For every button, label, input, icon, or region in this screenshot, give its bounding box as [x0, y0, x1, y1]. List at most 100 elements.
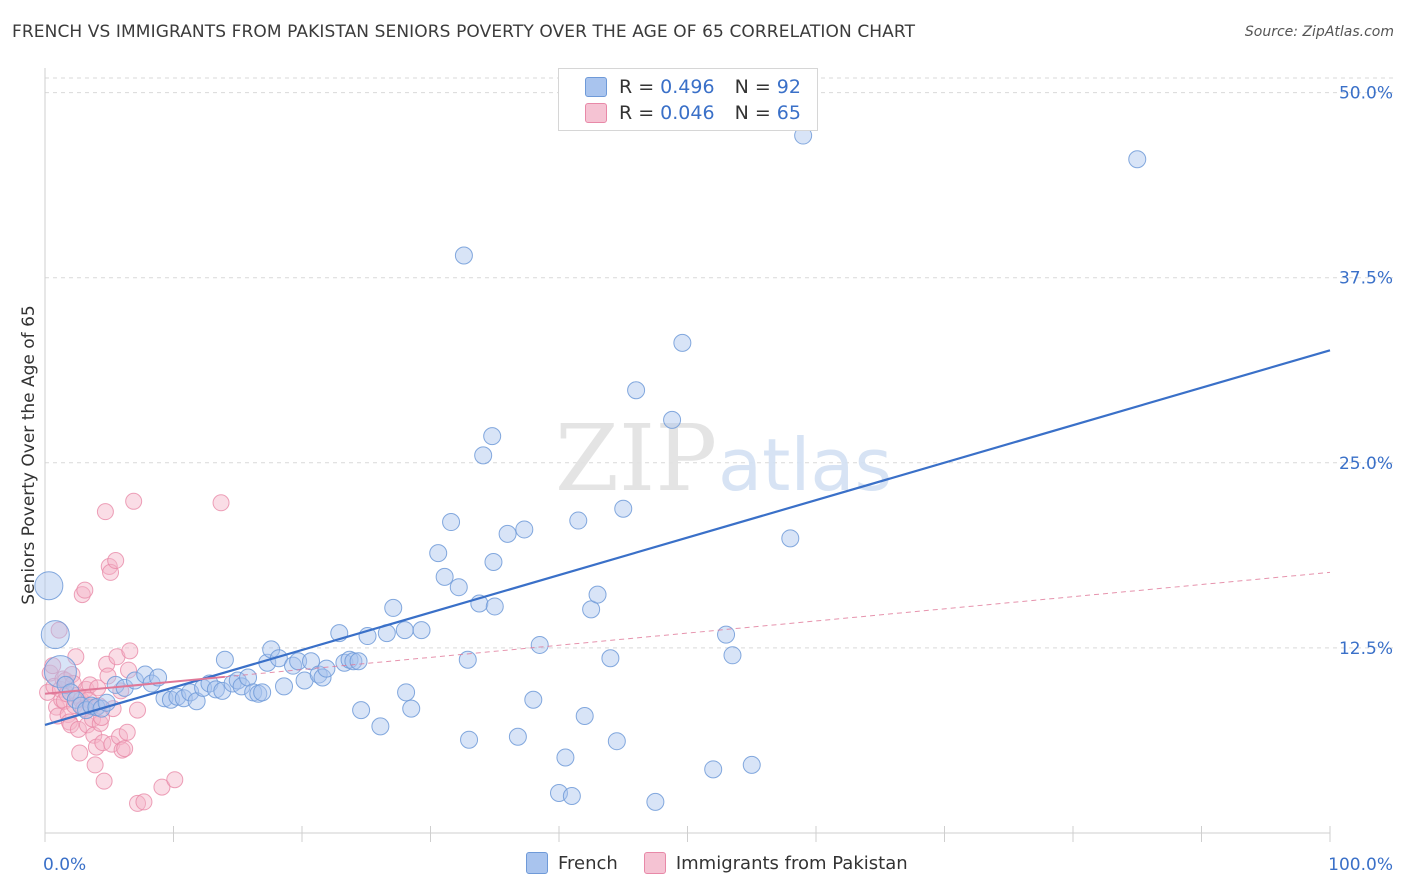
legend-n-value-pakistan: 65 [776, 102, 801, 124]
french-point [253, 683, 272, 702]
french-point [582, 600, 601, 619]
french-point [97, 693, 116, 712]
correlation-legend: R = 0.496 N = 92 R = 0.046 N = 65 [558, 68, 818, 131]
series-legend-pakistan: Immigrants from Pakistan [643, 852, 908, 874]
french-point [40, 620, 70, 650]
french-point [275, 677, 294, 696]
legend-r-label: R = [619, 102, 655, 124]
french-point [1128, 150, 1147, 169]
pakistan-point [86, 756, 104, 774]
series-swatch-french [526, 852, 548, 874]
french-point [663, 410, 682, 429]
french-point [530, 635, 549, 654]
legend-n-value-french: 92 [776, 76, 801, 98]
french-point [458, 650, 477, 669]
pakistan-point [95, 772, 113, 790]
pakistan-point [73, 586, 91, 604]
french-point [673, 333, 692, 352]
y-tick-label: 37.5% [1339, 269, 1393, 289]
legend-r-label: R = [619, 76, 655, 98]
tick-labels: 12.5% 25.0% 37.5% 50.0% 0.0% 100.0% Seniors Po… [19, 84, 1393, 875]
french-point [614, 499, 633, 518]
pakistan-point [129, 794, 147, 812]
french-point [429, 544, 448, 563]
french-point [483, 427, 502, 446]
french-points [34, 126, 1147, 811]
pakistan-point [125, 492, 143, 510]
pakistan-point [76, 581, 94, 599]
series-label-pakistan: Immigrants from Pakistan [675, 852, 908, 874]
french-point [524, 690, 543, 709]
y-tick-label: 12.5% [1339, 639, 1393, 659]
french-point [646, 792, 665, 811]
french-point [43, 655, 77, 689]
legend-swatch-french [585, 77, 607, 97]
pakistan-points [39, 492, 230, 812]
series-label-french: French [558, 852, 618, 874]
french-point [371, 717, 390, 736]
french-point [515, 520, 534, 539]
pakistan-point [129, 701, 147, 719]
pakistan-point [118, 723, 136, 741]
y-axis-label: Seniors Poverty Over the Age of 65 [19, 305, 39, 604]
trend-lines [44, 349, 1331, 726]
french-point [397, 683, 416, 702]
french-point [317, 659, 336, 678]
pakistan-point [116, 740, 134, 758]
pakistan-point [113, 741, 131, 759]
pakistan-point [94, 734, 112, 752]
legend-row-pakistan: R = 0.046 N = 65 [585, 101, 801, 125]
french-point [508, 727, 527, 746]
french-point [498, 524, 517, 543]
grid-lines [45, 77, 1393, 649]
legend-r-value-french: 0.496 [660, 76, 715, 98]
french-point [335, 653, 354, 672]
pakistan-point [212, 494, 230, 512]
series-legend-french: French [526, 852, 618, 874]
series-legend: French Immigrants from Pakistan [526, 852, 934, 874]
pakistan-point [153, 778, 171, 796]
french-point [442, 513, 461, 532]
legend-n-label: N = [734, 76, 771, 98]
series-swatch-pakistan [643, 852, 666, 874]
source-label: Source: ZipAtlas.com [1244, 24, 1394, 40]
french-point [607, 732, 626, 751]
pakistan-point [135, 793, 153, 811]
french-point [402, 699, 421, 718]
french-point [742, 755, 761, 774]
french-point [460, 730, 479, 749]
french-point [704, 760, 723, 779]
french-point [344, 652, 363, 671]
legend-row-french: R = 0.496 N = 92 [585, 75, 801, 99]
axes [44, 68, 1331, 842]
y-tick-label: 25.0% [1339, 454, 1393, 474]
x-tick-label-min: 0.0% [43, 855, 86, 875]
french-point [723, 646, 742, 665]
french-point [349, 652, 368, 671]
y-tick-label: 50.0% [1339, 84, 1393, 104]
french-point [717, 625, 736, 644]
pakistan-trend-line-solid [44, 675, 225, 695]
french-point [474, 446, 493, 465]
french-point [352, 701, 371, 720]
french-point [395, 621, 414, 640]
french-trend-line [44, 349, 1331, 726]
pakistan-point [71, 744, 89, 762]
legend-r-value-pakistan: 0.046 [660, 102, 715, 124]
legend-swatch-pakistan [585, 103, 607, 123]
pakistan-point [96, 503, 114, 521]
watermark-atlas: atlas [718, 423, 892, 507]
pakistan-point [121, 642, 139, 660]
french-point [313, 668, 332, 687]
french-point [575, 707, 594, 726]
french-point [781, 529, 800, 548]
legend-n-label: N = [734, 102, 771, 124]
french-point [556, 748, 575, 767]
pakistan-point [91, 714, 109, 732]
french-point [449, 578, 468, 597]
french-point [435, 567, 454, 586]
pakistan-point [69, 720, 87, 738]
french-point [562, 786, 581, 805]
french-point [215, 650, 234, 669]
